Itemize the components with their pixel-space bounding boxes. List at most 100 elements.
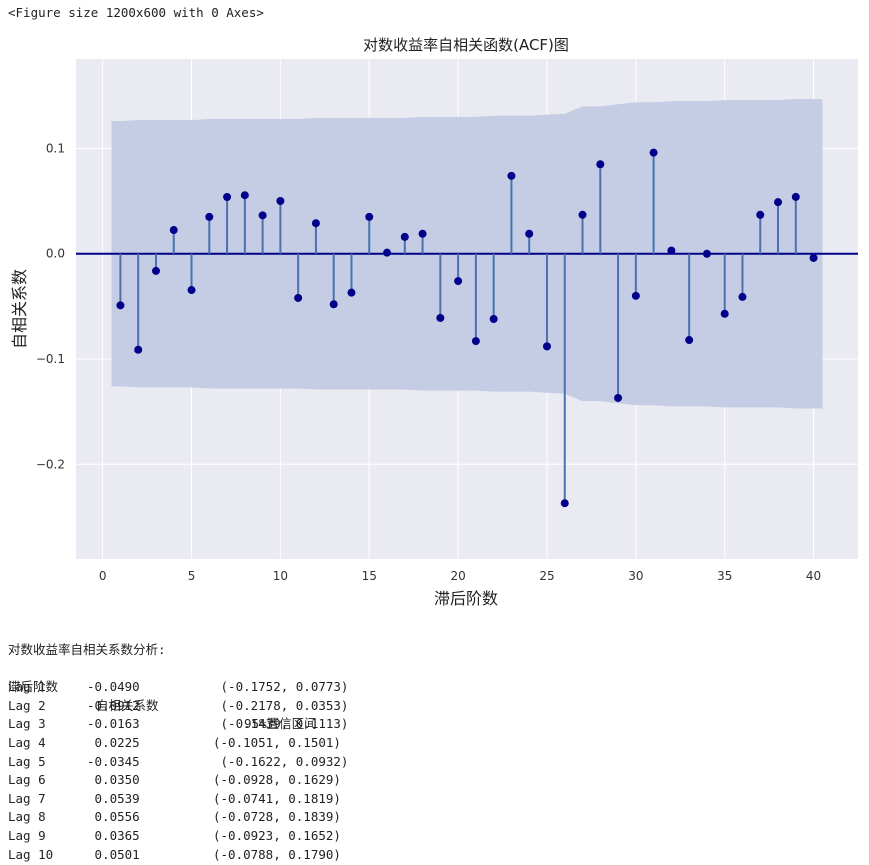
row-acf: 0.0501 <box>87 846 140 862</box>
acf-point <box>329 300 338 309</box>
analysis-row: Lag 1 -0.0490 (-0.1752, 0.0773) <box>8 678 348 697</box>
row-ci: (-0.1752, 0.0773) <box>213 679 349 695</box>
acf-point <box>436 313 445 322</box>
acf-point <box>169 226 178 235</box>
acf-analysis-output: 对数收益率自相关系数分析: 滞后阶数 自相关系数 95%置信区间 Lag 1 -0… <box>8 641 348 865</box>
analysis-row: Lag 10 0.0501 (-0.0788, 0.1790) <box>8 846 341 865</box>
acf-point <box>791 192 800 201</box>
acf-point <box>667 246 676 255</box>
acf-point <box>187 286 196 295</box>
acf-point <box>205 212 214 221</box>
y-tick-label: −0.1 <box>36 352 65 366</box>
acf-point <box>809 253 818 262</box>
row-lag: Lag 4 <box>8 734 46 750</box>
row-acf: 0.0539 <box>87 790 140 806</box>
row-lag: Lag 9 <box>8 827 46 843</box>
row-lag: Lag 5 <box>8 753 46 769</box>
acf-point <box>383 248 392 257</box>
row-ci: (-0.1051, 0.1501) <box>213 734 341 750</box>
acf-point <box>685 336 694 345</box>
acf-point <box>365 212 374 221</box>
chart-title: 对数收益率自相关函数(ACF)图 <box>363 36 569 54</box>
analysis-row: Lag 9 0.0365 (-0.0923, 0.1652) <box>8 827 341 846</box>
analysis-row: Lag 7 0.0539 (-0.0741, 0.1819) <box>8 790 341 809</box>
y-tick-label: −0.2 <box>36 457 65 471</box>
acf-point <box>525 229 534 238</box>
x-tick-label: 10 <box>273 569 288 583</box>
row-ci: (-0.0923, 0.1652) <box>213 827 341 843</box>
acf-point <box>720 309 729 318</box>
row-lag: Lag 7 <box>8 790 46 806</box>
analysis-heading: 对数收益率自相关系数分析: <box>8 642 166 657</box>
row-acf: -0.0490 <box>87 679 140 695</box>
x-axis-label: 滞后阶数 <box>434 589 498 608</box>
row-acf: 0.0350 <box>87 772 140 788</box>
acf-point <box>596 160 605 169</box>
acf-point <box>311 219 320 228</box>
header-ci: 95%置信区间 <box>244 716 317 732</box>
header-lag: 滞后阶数 <box>8 679 59 695</box>
acf-point <box>347 288 356 297</box>
acf-point <box>223 193 232 201</box>
y-tick-labels: 0.1 0.0 −0.1 −0.2 <box>36 141 65 471</box>
row-lag: Lag 6 <box>8 772 46 788</box>
row-acf: -0.0163 <box>87 716 140 732</box>
row-ci: (-0.0728, 0.1839) <box>213 809 341 825</box>
acf-point <box>151 266 160 275</box>
row-ci: (-0.1622, 0.0932) <box>213 753 349 769</box>
acf-point <box>649 148 658 157</box>
analysis-row: Lag 6 0.0350 (-0.0928, 0.1629) <box>8 771 341 790</box>
acf-point <box>507 171 516 180</box>
acf-point <box>614 393 623 402</box>
row-ci: (-0.0741, 0.1819) <box>213 790 341 806</box>
analysis-header-row: 滞后阶数 自相关系数 95%置信区间 <box>8 660 317 731</box>
acf-point <box>756 210 765 219</box>
row-acf: -0.0345 <box>87 753 140 769</box>
acf-point <box>294 293 303 302</box>
row-acf: 0.0556 <box>87 809 140 825</box>
row-acf: 0.0225 <box>87 734 140 750</box>
row-lag: Lag 10 <box>8 846 54 862</box>
acf-point <box>560 499 569 508</box>
figure-size-output: <Figure size 1200x600 with 0 Axes> <box>8 5 264 20</box>
row-ci: (-0.1439, 0.1113) <box>213 716 349 732</box>
analysis-row: Lag 5 -0.0345 (-0.1622, 0.0932) <box>8 753 348 772</box>
acf-point <box>276 197 285 205</box>
acf-point <box>418 229 427 238</box>
acf-point <box>471 337 480 346</box>
row-acf: -0.0912 <box>87 697 140 713</box>
analysis-row: Lag 2 -0.0912 (-0.2178, 0.0353) <box>8 697 348 716</box>
row-lag: Lag 1 <box>8 679 46 695</box>
x-tick-label: 20 <box>450 569 465 583</box>
acf-point <box>738 292 747 301</box>
y-tick-label: 0.1 <box>46 141 65 155</box>
analysis-rows: Lag 1 -0.0490 (-0.1752, 0.0773) Lag 2 -0.09… <box>8 678 348 865</box>
x-tick-labels: 0 5 10 15 20 25 30 35 40 <box>99 569 821 583</box>
acf-point <box>258 211 267 220</box>
header-acf: 自相关系数 <box>96 697 159 713</box>
acf-point <box>400 232 409 241</box>
row-acf: 0.0365 <box>87 827 140 843</box>
x-tick-label: 30 <box>628 569 643 583</box>
x-tick-label: 0 <box>99 569 107 583</box>
row-ci: (-0.2178, 0.0353) <box>213 697 349 713</box>
analysis-row: Lag 8 0.0556 (-0.0728, 0.1839) <box>8 808 341 827</box>
acf-point <box>134 345 143 354</box>
acf-point <box>489 315 498 323</box>
x-tick-label: 15 <box>362 569 377 583</box>
y-axis-label: 自相关系数 <box>10 269 29 349</box>
row-lag: Lag 2 <box>8 697 46 713</box>
row-lag: Lag 8 <box>8 809 46 825</box>
acf-point <box>542 342 551 351</box>
acf-point <box>631 291 640 300</box>
analysis-row: Lag 4 0.0225 (-0.1051, 0.1501) <box>8 734 341 753</box>
acf-point <box>578 210 587 219</box>
x-tick-label: 40 <box>806 569 821 583</box>
analysis-row: Lag 3 -0.0163 (-0.1439, 0.1113) <box>8 715 348 734</box>
acf-point <box>774 198 783 207</box>
acf-point <box>454 277 463 286</box>
row-ci: (-0.0788, 0.1790) <box>213 846 341 862</box>
acf-point <box>702 249 711 258</box>
acf-point <box>240 191 249 200</box>
acf-chart: 对数收益率自相关函数(ACF)图 0 5 10 15 20 25 30 35 40 0.1 0.0… <box>10 36 858 608</box>
